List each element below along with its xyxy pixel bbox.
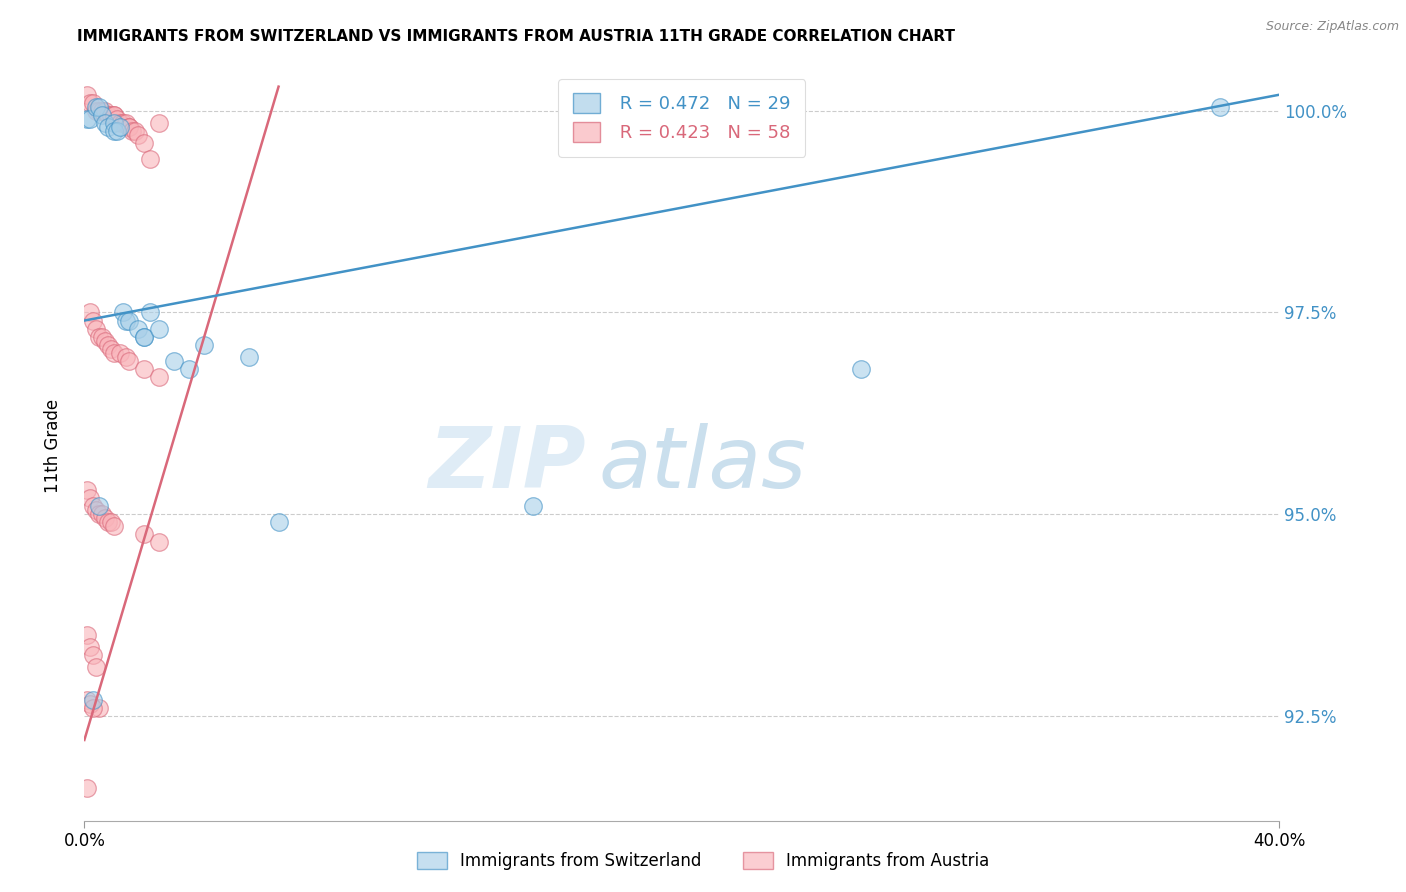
Point	[103, 116, 125, 130]
Point	[94, 334, 117, 348]
Point	[267, 515, 290, 529]
Point	[82, 499, 104, 513]
Point	[139, 153, 162, 167]
Point	[177, 362, 200, 376]
Point	[112, 116, 135, 130]
Point	[91, 329, 114, 343]
Point	[118, 120, 141, 134]
Point	[132, 329, 156, 343]
Point	[89, 507, 111, 521]
Point	[103, 346, 125, 360]
Point	[94, 116, 117, 130]
Text: ZIP: ZIP	[429, 423, 586, 506]
Point	[76, 112, 98, 126]
Point	[76, 483, 98, 497]
Point	[132, 527, 156, 541]
Point	[76, 781, 98, 796]
Point	[238, 350, 260, 364]
Point	[89, 100, 111, 114]
Point	[89, 700, 111, 714]
Point	[82, 692, 104, 706]
Point	[79, 305, 101, 319]
Point	[97, 120, 120, 134]
Point	[82, 95, 104, 110]
Point	[86, 103, 108, 118]
Point	[82, 648, 104, 663]
Point	[94, 103, 117, 118]
Point	[127, 321, 149, 335]
Point	[115, 116, 138, 130]
Point	[79, 491, 101, 505]
Point	[91, 108, 114, 122]
Point	[148, 535, 170, 549]
Point	[1209, 100, 1232, 114]
Point	[851, 362, 873, 376]
Point	[86, 660, 108, 674]
Point	[148, 116, 170, 130]
Point	[132, 329, 156, 343]
Legend: Immigrants from Switzerland, Immigrants from Austria: Immigrants from Switzerland, Immigrants …	[411, 845, 995, 877]
Point	[103, 519, 125, 533]
Point	[115, 350, 138, 364]
Point	[132, 136, 156, 150]
Point	[110, 120, 132, 134]
Point	[132, 362, 156, 376]
Point	[115, 313, 138, 327]
Point	[522, 499, 544, 513]
Point	[79, 112, 101, 126]
Point	[76, 87, 98, 102]
Point	[148, 370, 170, 384]
Point	[82, 313, 104, 327]
Point	[105, 124, 128, 138]
Point	[118, 120, 141, 134]
Point	[79, 95, 101, 110]
Point	[103, 108, 125, 122]
Point	[79, 697, 101, 711]
Text: 11th Grade: 11th Grade	[45, 399, 62, 493]
Text: Source: ZipAtlas.com: Source: ZipAtlas.com	[1265, 20, 1399, 33]
Point	[112, 305, 135, 319]
Legend:  R = 0.472   N = 29,  R = 0.423   N = 58: R = 0.472 N = 29, R = 0.423 N = 58	[558, 79, 806, 157]
Point	[110, 116, 132, 130]
Point	[89, 103, 111, 118]
Point	[105, 112, 128, 126]
Point	[118, 313, 141, 327]
Point	[124, 124, 146, 138]
Point	[193, 337, 215, 351]
Point	[163, 354, 186, 368]
Point	[97, 337, 120, 351]
Point	[121, 124, 143, 138]
Point	[103, 108, 125, 122]
Point	[86, 503, 108, 517]
Point	[100, 515, 122, 529]
Point	[86, 100, 108, 114]
Point	[82, 700, 104, 714]
Point	[89, 329, 111, 343]
Point	[97, 515, 120, 529]
Point	[100, 108, 122, 122]
Text: atlas: atlas	[599, 423, 806, 506]
Point	[94, 511, 117, 525]
Point	[127, 128, 149, 142]
Point	[76, 692, 98, 706]
Point	[148, 321, 170, 335]
Point	[118, 354, 141, 368]
Text: IMMIGRANTS FROM SWITZERLAND VS IMMIGRANTS FROM AUSTRIA 11TH GRADE CORRELATION CH: IMMIGRANTS FROM SWITZERLAND VS IMMIGRANT…	[77, 29, 955, 44]
Point	[103, 124, 125, 138]
Point	[100, 342, 122, 356]
Point	[139, 305, 162, 319]
Point	[89, 499, 111, 513]
Point	[91, 103, 114, 118]
Point	[79, 640, 101, 655]
Point	[110, 346, 132, 360]
Point	[86, 321, 108, 335]
Point	[76, 628, 98, 642]
Point	[97, 108, 120, 122]
Point	[91, 507, 114, 521]
